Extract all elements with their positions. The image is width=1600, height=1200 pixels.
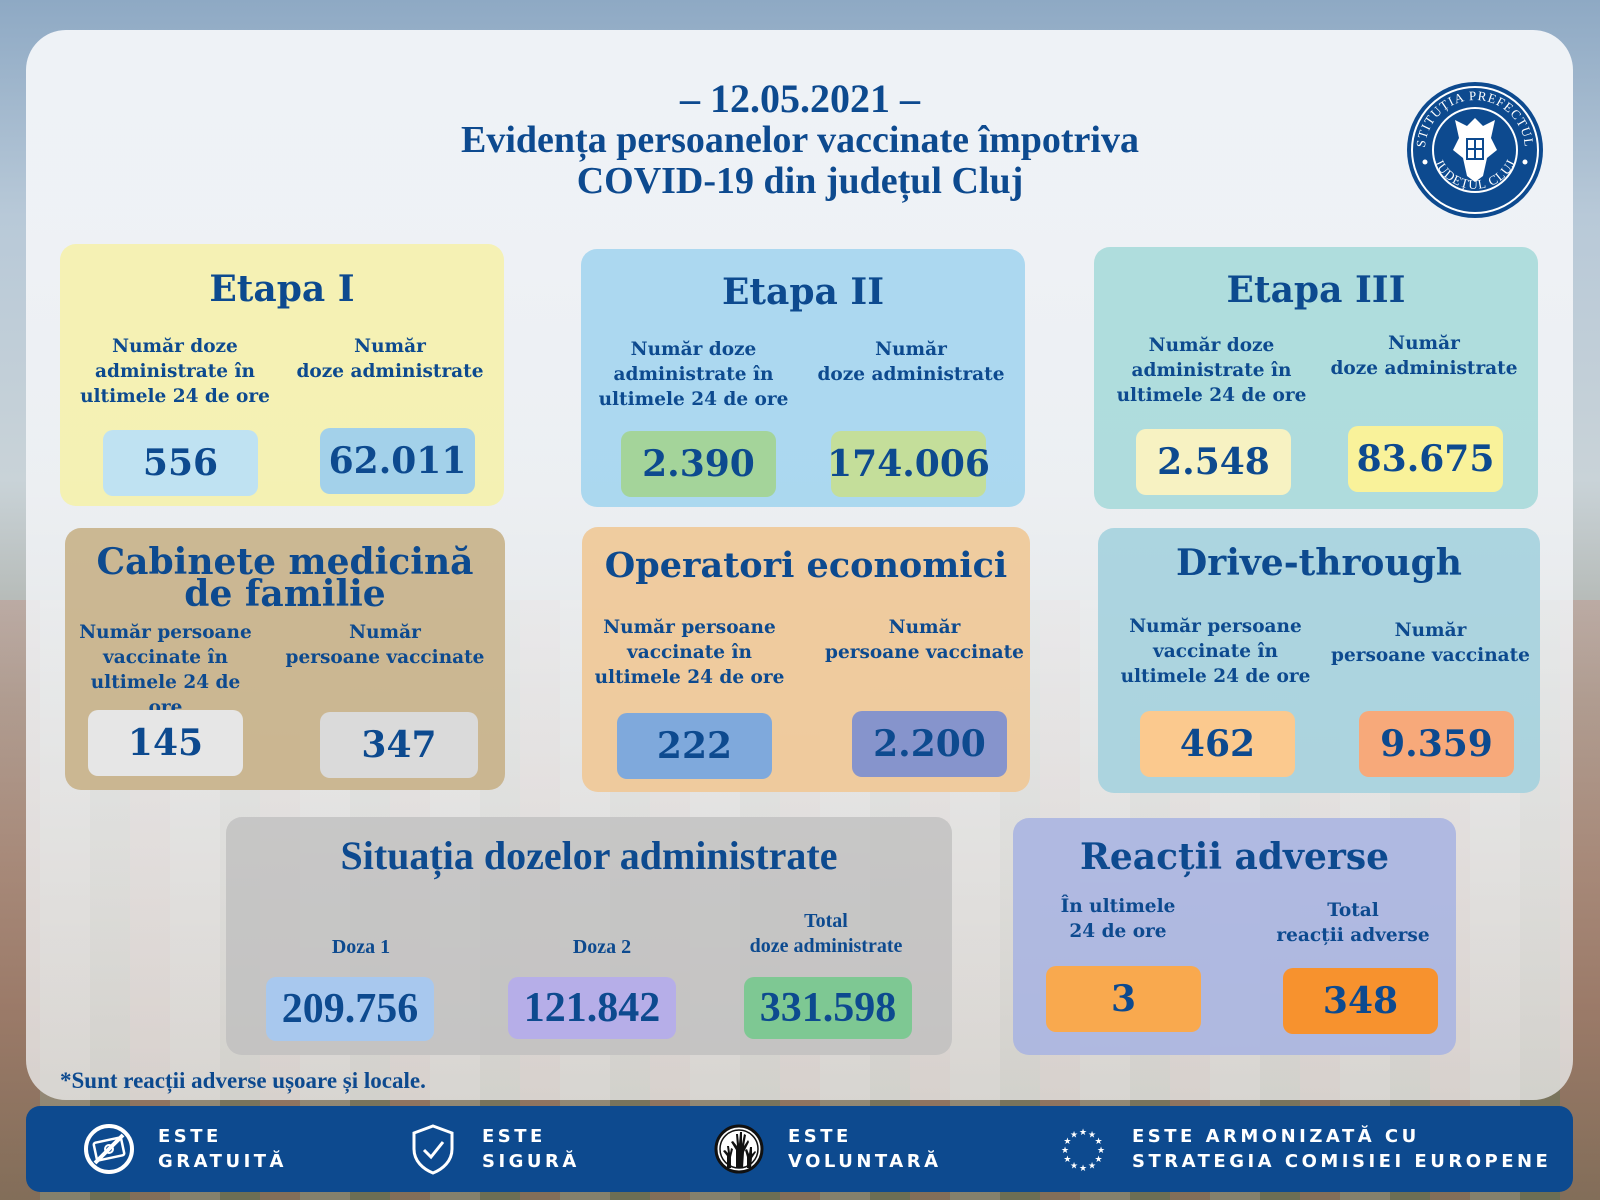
eu-star: ★	[1063, 1137, 1071, 1147]
coat-of-arms-icon: INSTITUȚIA PREFECTULUI JUDEȚUL CLUJ	[1400, 68, 1543, 218]
label-last-24h: Număr persoane vaccinate în ultimele 24 …	[1120, 616, 1311, 687]
card-title: Operatori economici	[604, 545, 1008, 586]
value-total: 83.675	[1348, 426, 1503, 492]
eu-star: ★	[1088, 1162, 1096, 1172]
eu-stars-icon: ★ ★ ★ ★ ★ ★ ★ ★ ★ ★ ★ ★	[1056, 1122, 1110, 1176]
label-total: Număr persoane vaccinate	[1331, 620, 1530, 666]
no-money-icon	[82, 1122, 136, 1176]
page-header: – 12.05.2021 – Evidența persoanelor vacc…	[330, 78, 1270, 202]
eu-star: ★	[1070, 1130, 1078, 1140]
card-reactii-adverse: Reacții adverse În ultimele 24 de ore To…	[1013, 818, 1456, 1055]
report-date: – 12.05.2021 –	[680, 76, 920, 121]
value-last-24h: 556	[103, 430, 258, 496]
footer-text: ESTE ARMONIZATĂ CU STRATEGIA COMISIEI EU…	[1132, 1126, 1552, 1172]
label-total: Număr doze administrate	[296, 336, 484, 382]
value-last-24h: 462	[1140, 711, 1295, 777]
eu-star: ★	[1061, 1146, 1069, 1156]
footer-item-sigura: ESTE SIGURĂ	[406, 1106, 580, 1192]
footnote: *Sunt reacții adverse ușoare și locale.	[60, 1068, 426, 1093]
footer-bar: ESTE GRATUITĂ ESTE SIGURĂ ESTE VOLUNTARĂ…	[26, 1106, 1573, 1192]
value-doza-1: 209.756	[266, 977, 434, 1041]
value-total: 2.200	[852, 711, 1007, 777]
label-last-24h: Număr persoane vaccinate în ultimele 24 …	[79, 622, 252, 718]
page-title-line2: COVID-19 din județul Cluj	[576, 160, 1024, 202]
eu-star: ★	[1097, 1146, 1105, 1156]
card-cabinete-medicina-familie: Cabinete medicină de familie Număr perso…	[65, 528, 505, 790]
label-last-24h: În ultimele 24 de ore	[1060, 896, 1176, 942]
eu-star: ★	[1070, 1162, 1078, 1172]
card-title: Etapa I	[209, 268, 355, 310]
raised-hands-icon	[712, 1122, 766, 1176]
value-total: 347	[320, 712, 478, 778]
label-total: Număr doze administrate	[817, 339, 1005, 385]
value-total: 348	[1283, 968, 1438, 1034]
footer-item-voluntara: ESTE VOLUNTARĂ	[712, 1106, 942, 1192]
eu-star: ★	[1095, 1137, 1103, 1147]
card-operatori-economici: Operatori economici Număr persoane vacci…	[582, 527, 1030, 792]
eu-star: ★	[1095, 1155, 1103, 1165]
card-title: Reacții adverse	[1079, 836, 1390, 878]
footer-text: ESTE VOLUNTARĂ	[788, 1126, 942, 1172]
footer-text: ESTE GRATUITĂ	[158, 1126, 287, 1172]
card-etapa-1: Etapa I Număr doze administrate în ultim…	[60, 244, 504, 506]
card-etapa-3: Etapa III Număr doze administrate în ult…	[1094, 247, 1538, 509]
page-title-line1: Evidența persoanelor vaccinate împotriva	[461, 119, 1139, 161]
value-total: 174.006	[827, 431, 990, 497]
label-last-24h: Număr doze administrate în ultimele 24 d…	[80, 336, 270, 407]
value-last-24h: 222	[617, 713, 772, 779]
value-total-doze: 331.598	[744, 977, 912, 1039]
card-title: Situația dozelor administrate	[340, 833, 838, 878]
footer-item-gratuita: ESTE GRATUITĂ	[82, 1106, 287, 1192]
value-last-24h: 2.548	[1136, 429, 1291, 495]
label-total: Număr persoane vaccinate	[825, 617, 1024, 663]
value-total: 62.011	[320, 428, 475, 494]
value-total: 9.359	[1359, 711, 1514, 777]
card-title: Etapa II	[721, 271, 885, 313]
card-title: Etapa III	[1226, 269, 1406, 311]
value-last-24h: 3	[1046, 966, 1201, 1032]
label-total: Număr doze administrate	[1330, 333, 1518, 379]
label-total: Număr persoane vaccinate	[285, 622, 485, 668]
card-title: Drive-through	[1176, 542, 1462, 584]
card-etapa-2: Etapa II Număr doze administrate în ulti…	[581, 249, 1025, 507]
footer-item-strategia-ue: ★ ★ ★ ★ ★ ★ ★ ★ ★ ★ ★ ★ ESTE ARMONIZATĂ CU STRATEGI…	[1056, 1106, 1551, 1192]
eu-star: ★	[1088, 1130, 1096, 1140]
card-situatia-dozelor: Situația dozelor administrate Doza 1 Doz…	[226, 817, 952, 1055]
label-doza-2: Doza 2	[572, 936, 632, 958]
label-doza-1: Doza 1	[331, 936, 391, 958]
eu-star: ★	[1079, 1164, 1087, 1174]
eu-star: ★	[1063, 1155, 1071, 1165]
card-drive-through: Drive-through Număr persoane vaccinate î…	[1098, 528, 1540, 793]
card-title: Cabinete medicină de familie	[96, 541, 474, 615]
label-last-24h: Număr persoane vaccinate în ultimele 24 …	[594, 617, 785, 688]
label-total: Total reacții adverse	[1276, 900, 1430, 946]
value-last-24h: 2.390	[621, 431, 776, 497]
prefecture-logo: INSTITUȚIA PREFECTULUI JUDEȚUL CLUJ	[1400, 68, 1545, 220]
label-last-24h: Număr doze administrate în ultimele 24 d…	[598, 339, 789, 410]
label-total-doze: Total doze administrate	[749, 910, 903, 957]
eu-star: ★	[1079, 1128, 1087, 1138]
label-last-24h: Număr doze administrate în ultimele 24 d…	[1116, 335, 1307, 406]
value-last-24h: 145	[88, 710, 243, 776]
value-doza-2: 121.842	[508, 977, 676, 1039]
shield-check-icon	[406, 1122, 460, 1176]
footer-text: ESTE SIGURĂ	[482, 1126, 580, 1172]
